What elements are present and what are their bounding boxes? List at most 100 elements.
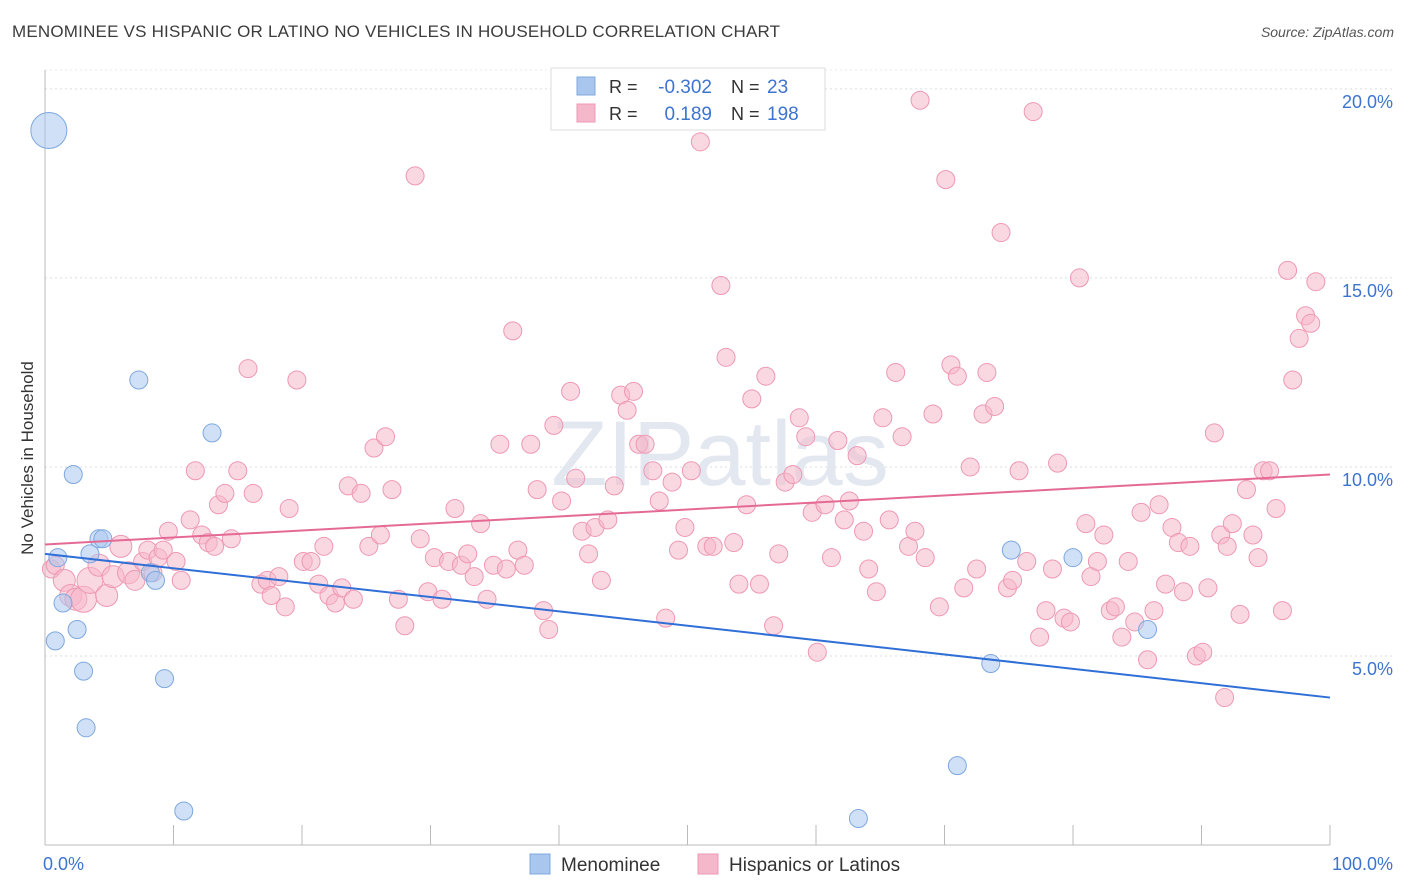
menominee-trend-line [44, 552, 1331, 699]
menominee-point [53, 593, 73, 613]
hispanic-point [153, 540, 173, 560]
hispanic-point [1260, 461, 1280, 481]
hispanic-point [783, 465, 803, 485]
stats-swatch [576, 103, 596, 123]
hispanic-point [1094, 525, 1114, 545]
hispanic-point [591, 570, 611, 590]
menominee-point [30, 111, 68, 149]
menominee-point [129, 370, 149, 390]
hispanic-point [471, 514, 491, 534]
menominee-point [93, 529, 113, 549]
hispanic-point [617, 400, 637, 420]
hispanic-point [635, 434, 655, 454]
hispanic-point [1023, 102, 1043, 122]
hispanic-point [1105, 597, 1125, 617]
hispanic-point [1048, 453, 1068, 473]
y-axis-label: No Vehicles in Household [18, 361, 37, 555]
y-tick-label: 10.0% [1342, 470, 1393, 490]
hispanic-point [275, 597, 295, 617]
hispanic-point [579, 544, 599, 564]
stats-n-value: 198 [767, 104, 799, 125]
hispanic-point [711, 275, 731, 295]
hispanic-point [1138, 650, 1158, 670]
hispanic-point [879, 510, 899, 530]
chart-title: MENOMINEE VS HISPANIC OR LATINO NO VEHIC… [12, 22, 781, 41]
hispanic-point [1131, 502, 1151, 522]
hispanic-point [1198, 578, 1218, 598]
hispanic-point [1272, 601, 1292, 621]
menominee-point [981, 654, 1001, 674]
y-tick-label: 5.0% [1352, 659, 1393, 679]
legend-label: Hispanics or Latinos [729, 855, 900, 876]
hispanic-point [821, 548, 841, 568]
hispanic-point [789, 408, 809, 428]
hispanic-point [1266, 499, 1286, 519]
hispanic-point [314, 536, 334, 556]
stats-n-value: 23 [767, 77, 788, 98]
hispanic-point [991, 223, 1011, 243]
hispanic-point [496, 559, 516, 579]
hispanic-point [873, 408, 893, 428]
hispanic-point [359, 536, 379, 556]
hispanic-point [977, 362, 997, 382]
stats-n-label: N = [731, 104, 760, 124]
hispanic-point [915, 548, 935, 568]
x-tick-label: 100.0% [1332, 854, 1393, 874]
menominee-point [67, 620, 87, 640]
stats-r-value: 0.189 [664, 104, 712, 125]
source-note: Source: ZipAtlas.com [1260, 24, 1394, 40]
hispanic-point [967, 559, 987, 579]
legend-label: Menominee [561, 855, 660, 876]
menominee-point [174, 801, 194, 821]
stats-r-value: -0.302 [658, 77, 712, 98]
hispanic-point [1306, 272, 1326, 292]
hispanic-point [405, 166, 425, 186]
hispanic-point [1144, 601, 1164, 621]
menominee-point [1063, 548, 1083, 568]
hispanic-point [370, 525, 390, 545]
hispanic-point [109, 534, 133, 558]
hispanic-point [158, 521, 178, 541]
menominee-point [947, 756, 967, 776]
hispanic-point [445, 499, 465, 519]
hispanic-point [866, 582, 886, 602]
hispanic-point [238, 359, 258, 379]
trend-lines [44, 473, 1331, 699]
x-tick-label: 0.0% [43, 854, 84, 874]
hispanic-point [1112, 627, 1132, 647]
legend-swatch [529, 853, 551, 875]
hispanic-point [1036, 601, 1056, 621]
hispanic-point [1174, 582, 1194, 602]
hispanic-point [936, 170, 956, 190]
hispanic-point [681, 461, 701, 481]
hispanic-point [756, 366, 776, 386]
hispanic-trend-line [44, 473, 1331, 546]
hispanic-point [769, 544, 789, 564]
menominee-point [1138, 620, 1158, 640]
hispanic-point [527, 480, 547, 500]
hispanic-point [514, 555, 534, 575]
hispanic-point [1180, 536, 1200, 556]
hispanic-point [807, 642, 827, 662]
hispanic-point [1248, 548, 1268, 568]
hispanic-point [410, 529, 430, 549]
stats-box: R = -0.302 N = 23 R = 0.189 N = 198 [550, 67, 826, 131]
hispanic-point [261, 585, 281, 605]
hispanic-point [490, 434, 510, 454]
hispanic-point [669, 540, 689, 560]
hispanic-point [544, 415, 564, 435]
hispanic-point [724, 533, 744, 553]
menominee-point [848, 809, 868, 829]
hispanic-point [180, 510, 200, 530]
menominee-point [76, 718, 96, 738]
legend-swatch [697, 853, 719, 875]
y-tick-label: 20.0% [1342, 92, 1393, 112]
menominee-point [155, 669, 175, 689]
hispanic-point [464, 567, 484, 587]
hispanic-point [910, 90, 930, 110]
hispanic-point [364, 438, 384, 458]
hispanic-point [960, 457, 980, 477]
hispanic-point [566, 468, 586, 488]
stats-box-frame [550, 67, 826, 131]
